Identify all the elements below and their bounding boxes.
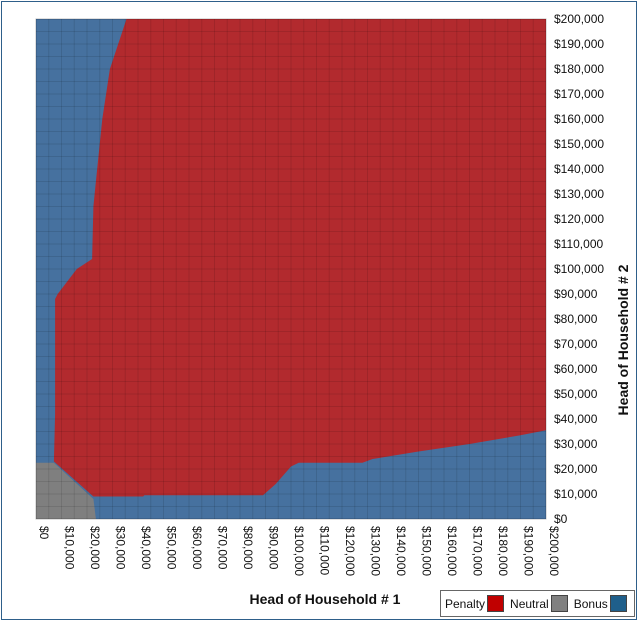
x-tick-label: $0 bbox=[37, 526, 51, 540]
y-axis-title: Head of Household # 2 bbox=[615, 264, 631, 415]
x-tick-label: $80,000 bbox=[241, 526, 255, 570]
x-tick-label: $190,000 bbox=[522, 526, 536, 576]
neutral-region bbox=[36, 462, 96, 519]
y-tick-label: $140,000 bbox=[554, 162, 604, 176]
grid bbox=[35, 18, 547, 520]
x-axis-title: Head of Household # 1 bbox=[250, 591, 401, 607]
x-axis-ticks: $0 $10,000 $20,000 $30,000 $40,000 $50,000 $60… bbox=[37, 526, 561, 576]
y-tick-label: $130,000 bbox=[554, 187, 604, 201]
legend-label-penalty: Penalty bbox=[445, 596, 486, 611]
x-tick-label: $120,000 bbox=[343, 526, 357, 576]
y-tick-label: $90,000 bbox=[554, 287, 598, 301]
y-tick-label: $150,000 bbox=[554, 137, 604, 151]
y-tick-label: $70,000 bbox=[554, 337, 598, 351]
x-tick-label: $50,000 bbox=[165, 526, 179, 570]
x-tick-label: $90,000 bbox=[267, 526, 281, 570]
legend-label-neutral: Neutral bbox=[510, 596, 549, 611]
x-tick-label: $110,000 bbox=[318, 526, 332, 575]
legend-item-neutral: Neutral bbox=[510, 595, 572, 612]
y-tick-label: $110,000 bbox=[554, 237, 603, 251]
legend: Penalty Neutral Bonus bbox=[440, 590, 635, 617]
y-tick-label: $200,000 bbox=[554, 12, 604, 26]
x-tick-label: $40,000 bbox=[139, 526, 153, 570]
x-tick-label: $200,000 bbox=[547, 526, 561, 576]
y-tick-label: $170,000 bbox=[554, 87, 604, 101]
y-tick-label: $120,000 bbox=[554, 212, 604, 226]
y-tick-label: $180,000 bbox=[554, 62, 604, 76]
x-tick-label: $20,000 bbox=[88, 526, 102, 570]
y-tick-label: $10,000 bbox=[554, 487, 598, 501]
y-tick-label: $30,000 bbox=[554, 437, 598, 451]
x-tick-label: $100,000 bbox=[292, 526, 306, 576]
y-tick-label: $190,000 bbox=[554, 37, 604, 51]
x-tick-label: $160,000 bbox=[445, 526, 459, 576]
x-tick-label: $30,000 bbox=[114, 526, 128, 570]
x-tick-label: $140,000 bbox=[394, 526, 408, 576]
x-tick-label: $10,000 bbox=[63, 526, 77, 570]
legend-label-bonus: Bonus bbox=[573, 596, 608, 611]
legend-swatch-neutral bbox=[550, 595, 568, 612]
plot-border bbox=[35, 18, 547, 520]
y-tick-label: $100,000 bbox=[554, 262, 604, 276]
x-tick-label: $70,000 bbox=[216, 526, 230, 570]
penalty-region bbox=[53, 19, 547, 497]
y-axis-ticks: $0 $10,000 $20,000 $30,000 $40,000 $50,000 $60… bbox=[554, 12, 604, 526]
legend-item-penalty: Penalty bbox=[445, 595, 508, 612]
y-tick-label: $80,000 bbox=[554, 312, 598, 326]
x-tick-label: $170,000 bbox=[471, 526, 485, 576]
x-tick-label: $60,000 bbox=[190, 526, 204, 570]
x-tick-label: $180,000 bbox=[496, 526, 510, 576]
legend-swatch-penalty bbox=[487, 595, 505, 612]
y-tick-label: $60,000 bbox=[554, 362, 598, 376]
x-tick-label: $130,000 bbox=[369, 526, 383, 576]
x-tick-label: $150,000 bbox=[420, 526, 434, 576]
legend-swatch-bonus bbox=[609, 595, 627, 612]
y-tick-label: $20,000 bbox=[554, 462, 598, 476]
y-tick-label: $0 bbox=[554, 512, 568, 526]
plot-area bbox=[36, 19, 547, 519]
y-tick-label: $160,000 bbox=[554, 112, 604, 126]
legend-item-bonus: Bonus bbox=[574, 595, 631, 612]
y-tick-label: $40,000 bbox=[554, 412, 598, 426]
y-tick-label: $50,000 bbox=[554, 387, 598, 401]
